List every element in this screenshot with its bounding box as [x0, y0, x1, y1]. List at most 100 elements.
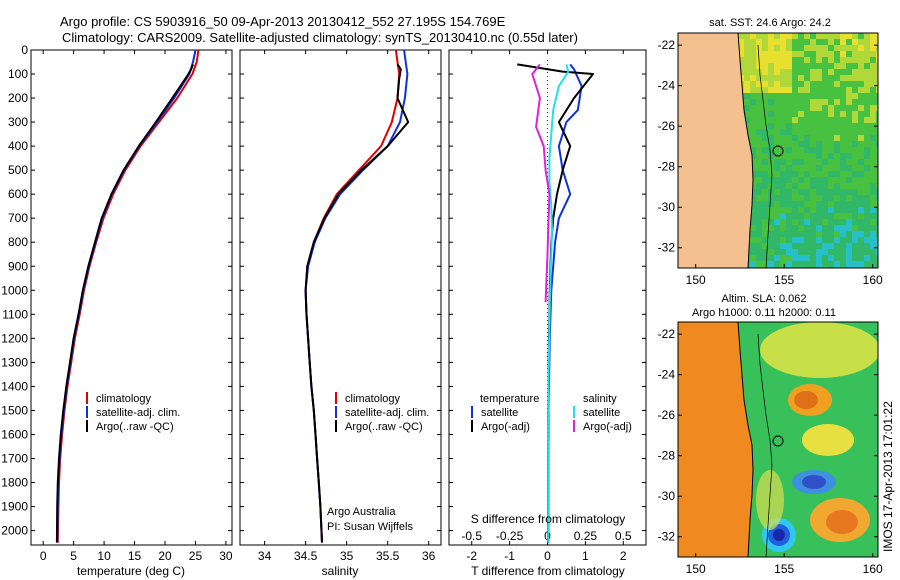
sst-cell [816, 219, 822, 225]
sst-cell [810, 159, 816, 165]
sst-cell [750, 159, 756, 165]
sst-cell [810, 219, 816, 225]
sst-cell [876, 201, 878, 207]
sst-cell [792, 117, 798, 123]
sst-cell [846, 201, 852, 207]
sst-cell [804, 105, 810, 111]
x-tick-label: 15 [128, 549, 142, 563]
sst-cell [876, 117, 878, 123]
sst-cell [822, 261, 828, 267]
sst-cell [870, 225, 876, 231]
sst-cell [846, 213, 852, 219]
sst-cell [852, 39, 858, 45]
depth-tick-label: 2000 [1, 524, 28, 538]
sst-cell [780, 213, 786, 219]
sst-cell [864, 99, 870, 105]
sst-cell [834, 111, 840, 117]
sst-cell [810, 231, 816, 237]
sst-cell [762, 153, 768, 159]
sst-cell [750, 75, 756, 81]
sst-cell [780, 219, 786, 225]
x-tick-label: -2 [466, 549, 477, 563]
sst-cell [768, 63, 774, 69]
sst-cell [786, 159, 792, 165]
sst-cell [846, 225, 852, 231]
sst-cell [840, 57, 846, 63]
sst-cell [828, 177, 834, 183]
sst-cell [822, 135, 828, 141]
sst-cell [840, 249, 846, 255]
sst-cell [768, 153, 774, 159]
sst-cell [876, 165, 878, 171]
sst-cell [762, 195, 768, 201]
sst-cell [876, 63, 878, 69]
sst-cell [852, 153, 858, 159]
sst-cell [786, 99, 792, 105]
sst-cell [762, 51, 768, 57]
sst-cell [870, 165, 876, 171]
series-line-satellite-adj-clim- [56, 49, 197, 543]
sst-cell [810, 213, 816, 219]
sst-cell [786, 201, 792, 207]
sst-cell [816, 57, 822, 63]
sst-cell [792, 171, 798, 177]
sst-cell [846, 99, 852, 105]
sst-cell [864, 207, 870, 213]
sst-cell [834, 81, 840, 87]
sst-cell [750, 207, 756, 213]
sst-cell [798, 123, 804, 129]
sst-cell [738, 39, 744, 45]
sst-cell [792, 165, 798, 171]
sst-cell [804, 99, 810, 105]
sst-cell [864, 219, 870, 225]
sst-cell [810, 69, 816, 75]
sst-cell [798, 207, 804, 213]
sst-cell [786, 243, 792, 249]
sst-cell [822, 81, 828, 87]
x-tick-label: 2 [620, 549, 627, 563]
map-lat-label: -30 [658, 489, 676, 503]
sst-cell [858, 45, 864, 51]
sst-cell [738, 33, 744, 39]
salinity-legend: climatology satellite-adj. clim. Argo(..… [335, 392, 429, 433]
sst-cell [756, 129, 762, 135]
sst-cell [786, 87, 792, 93]
sst-cell [774, 225, 780, 231]
s-diff-tick-label: 0.5 [615, 529, 632, 543]
sst-cell [750, 117, 756, 123]
depth-tick-label: 100 [8, 67, 28, 81]
sst-cell [822, 195, 828, 201]
sst-cell [798, 261, 804, 267]
sst-cell [774, 51, 780, 57]
sst-cell [756, 33, 762, 39]
depth-tick-label: 1700 [1, 451, 28, 465]
sst-cell [762, 105, 768, 111]
sst-cell [858, 99, 864, 105]
sst-cell [870, 99, 876, 105]
sst-map-title: sat. SST: 24.6 Argo: 24.2 [709, 17, 831, 29]
sst-cell [846, 171, 852, 177]
sst-cell [738, 45, 744, 51]
legend-label-climatology: climatology [345, 393, 401, 405]
series-line-salinity-satellite [547, 64, 570, 543]
sst-cell [858, 159, 864, 165]
sst-cell [864, 69, 870, 75]
sst-cell [876, 135, 878, 141]
sst-cell [792, 33, 798, 39]
sst-cell [834, 39, 840, 45]
sst-cell [804, 147, 810, 153]
map-lon-label: 155 [774, 273, 794, 287]
sst-cell [834, 231, 840, 237]
sst-cell [876, 177, 878, 183]
sst-cell [798, 87, 804, 93]
sst-cell [876, 75, 878, 81]
map-lat-label: -28 [658, 449, 676, 463]
sst-cell [876, 99, 878, 105]
sst-cell [870, 141, 876, 147]
sst-cell [816, 207, 822, 213]
sst-cell [834, 237, 840, 243]
sst-cell [780, 153, 786, 159]
sst-cell [756, 117, 762, 123]
legend-label-t-argo: Argo(-adj) [481, 421, 530, 433]
sst-cell [810, 147, 816, 153]
